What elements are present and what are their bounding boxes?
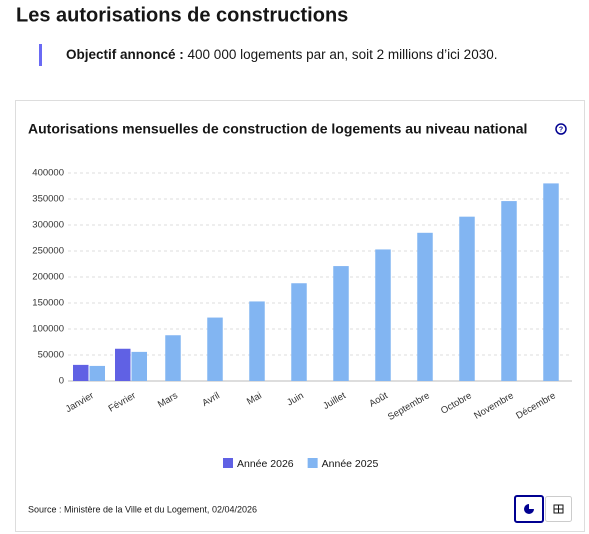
bar [165,335,181,381]
objective-text: 400 000 logements par an, soit 2 million… [188,47,498,62]
objective: Objectif annoncé : 400 000 logements par… [66,47,497,62]
bar [207,317,223,381]
bar [417,232,433,381]
quote-bar [39,44,42,66]
legend-label: Année 2025 [322,458,379,470]
y-tick-label: 200000 [32,272,64,283]
y-tick-label: 0 [59,376,64,387]
page-title: Les autorisations de constructions [16,4,348,26]
bar [249,301,265,381]
bar [131,351,147,381]
legend-label: Année 2026 [237,458,294,470]
y-tick-label: 100000 [32,324,64,335]
legend-swatch [307,458,318,468]
bar [89,365,105,381]
help-icon[interactable]: ? [555,123,567,135]
chart-view-button[interactable] [514,495,544,523]
bar [73,364,89,381]
svg-text:?: ? [559,126,563,133]
source: Source : Ministère de la Ville et du Log… [28,504,257,514]
chart-title: Autorisations mensuelles de construction… [28,121,527,137]
bar [459,216,475,381]
table-view-button[interactable] [545,496,572,522]
bar [543,183,559,381]
legend-swatch [223,458,233,468]
bar [501,201,517,381]
objective-label: Objectif annoncé : [66,47,184,62]
y-tick-label: 50000 [38,350,64,361]
bar [291,283,307,381]
y-tick-label: 350000 [32,194,64,205]
bar [333,266,349,381]
bar [375,249,391,381]
y-tick-label: 250000 [32,246,64,257]
y-tick-label: 150000 [32,298,64,309]
y-tick-label: 300000 [32,220,64,231]
bar [115,348,131,381]
y-tick-label: 400000 [32,168,64,179]
